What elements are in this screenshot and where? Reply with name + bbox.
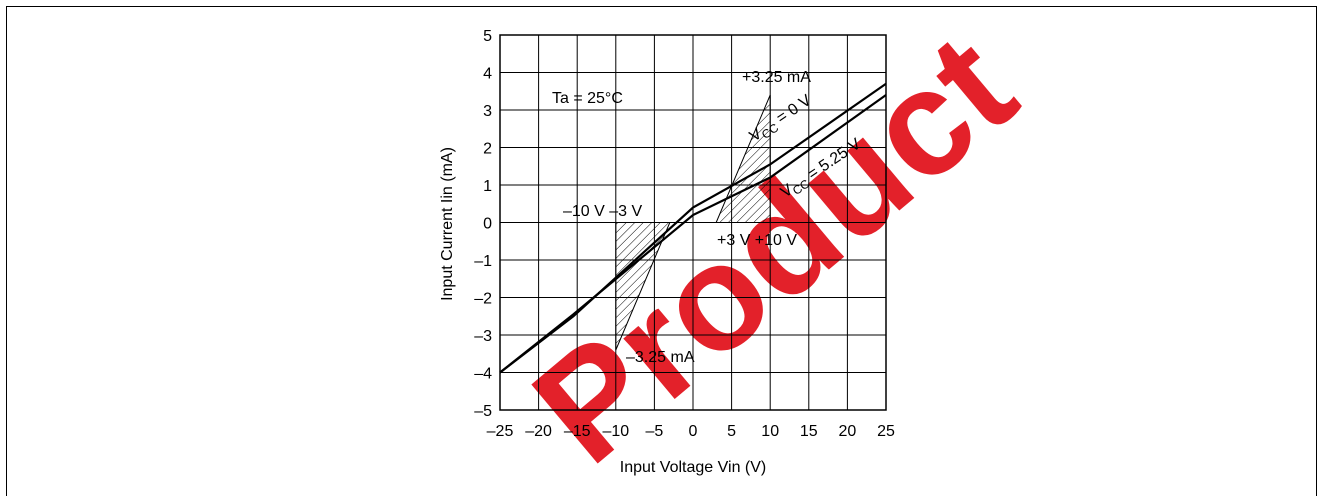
plot-border: [499, 34, 887, 411]
x-tick-label: –20: [525, 423, 552, 440]
y-tick-label: 0: [483, 216, 492, 233]
y-tick-label: –4: [474, 366, 492, 383]
x-axis-label: Input Voltage Vin (V): [620, 459, 766, 476]
x-tick-label: –5: [646, 423, 664, 440]
y-tick-label: 1: [483, 178, 492, 195]
y-tick-label: 2: [483, 141, 492, 158]
figure-frame: [6, 6, 1317, 496]
hatched-regions: [615, 94, 771, 351]
y-tick-label: –2: [474, 291, 492, 308]
y-tick-label: 4: [483, 66, 492, 83]
hatched-region: [715, 94, 771, 223]
y-tick-label: –1: [474, 253, 492, 270]
hatched-region: [615, 222, 671, 351]
x-tick-label: –10: [602, 423, 629, 440]
upper-current-label: +3.25 mA: [742, 69, 811, 86]
series-lines: [499, 82, 887, 374]
x-tick-label: 20: [839, 423, 857, 440]
temperature-condition: Ta = 25°C: [552, 90, 623, 107]
y-tick-label: –5: [474, 403, 492, 420]
y-axis-label: Input Current Iin (mA): [439, 147, 456, 301]
x-tick-label: –15: [564, 423, 591, 440]
x-tick-label: 0: [689, 423, 698, 440]
negative-voltage-label: –10 V –3 V: [563, 203, 643, 220]
lower-current-label: –3.25 mA: [626, 349, 695, 366]
series-line: [499, 94, 887, 374]
x-tick-label: –25: [487, 423, 514, 440]
y-tick-label: 3: [483, 103, 492, 120]
x-tick-label: 10: [761, 423, 779, 440]
positive-voltage-label: +3 V +10 V: [717, 232, 797, 249]
y-tick-label: 5: [483, 28, 492, 45]
x-tick-label: 25: [877, 423, 895, 440]
x-tick-label: 5: [727, 423, 736, 440]
y-tick-labels: 5 4 3 2 1 0 –1 –2 –3 –4 –5: [474, 28, 492, 420]
x-tick-label: 15: [800, 423, 818, 440]
y-tick-label: –3: [474, 328, 492, 345]
x-tick-labels: –25 –20 –15 –10 –5 0 5 10 15 20 25: [487, 423, 895, 440]
